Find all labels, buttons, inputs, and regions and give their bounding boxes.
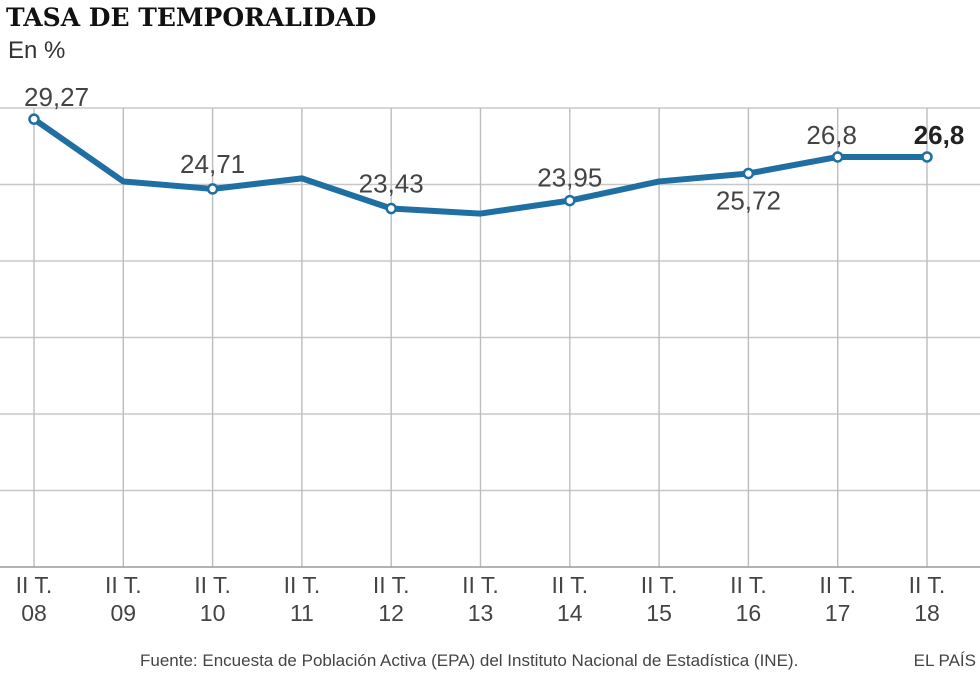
x-tick-label: II T. <box>284 572 321 598</box>
x-tick-label: 13 <box>468 600 494 626</box>
data-label: 29,27 <box>24 82 89 112</box>
x-tick-label: 11 <box>290 600 314 626</box>
data-point <box>921 151 933 163</box>
series-line <box>31 116 930 217</box>
x-tick-label: 17 <box>825 600 851 626</box>
data-label: 25,72 <box>716 185 781 215</box>
x-tick-label: 09 <box>111 600 137 626</box>
data-label: 26,8 <box>914 120 965 150</box>
chart-title: TASA DE TEMPORALIDAD <box>6 3 376 32</box>
chart-subtitle: En % <box>8 37 65 64</box>
data-point <box>831 151 844 163</box>
source-note: Fuente: Encuesta de Población Activa (EP… <box>140 651 798 670</box>
x-tick-label: II T. <box>551 572 588 598</box>
x-tick-label: II T. <box>819 572 856 598</box>
data-label: 26,8 <box>806 120 857 150</box>
data-label: 24,71 <box>180 149 245 179</box>
series-temporalidad <box>28 113 933 217</box>
x-tick-label: 14 <box>557 600 583 626</box>
x-tick-label: 08 <box>21 600 47 626</box>
x-tick-label: II T. <box>194 572 231 598</box>
x-tick-label: 16 <box>736 600 762 626</box>
gridlines <box>0 107 980 568</box>
x-tick-label: 18 <box>914 600 940 626</box>
brand-label: EL PAÍS <box>914 651 976 670</box>
x-tick-label: II T. <box>730 572 767 598</box>
x-tick-label: 12 <box>378 600 404 626</box>
data-point <box>28 113 40 125</box>
x-tick-label: II T. <box>462 572 499 598</box>
x-tick-label: II T. <box>641 572 678 598</box>
data-point <box>206 183 219 195</box>
x-tick-label: 10 <box>200 600 226 626</box>
x-tick-label: II T. <box>909 572 946 598</box>
data-label: 23,43 <box>359 169 424 199</box>
data-label: 23,95 <box>537 163 602 193</box>
x-tick-label: II T. <box>16 572 53 598</box>
x-tick-label: 15 <box>646 600 672 626</box>
data-point <box>742 167 755 180</box>
data-labels: 29,27 24,71 23,43 23,95 25,72 26,8 26,8 <box>24 82 964 215</box>
x-tick-label: II T. <box>373 572 410 598</box>
data-point <box>564 194 576 207</box>
data-point <box>385 202 397 215</box>
x-tick-label: II T. <box>105 572 142 598</box>
